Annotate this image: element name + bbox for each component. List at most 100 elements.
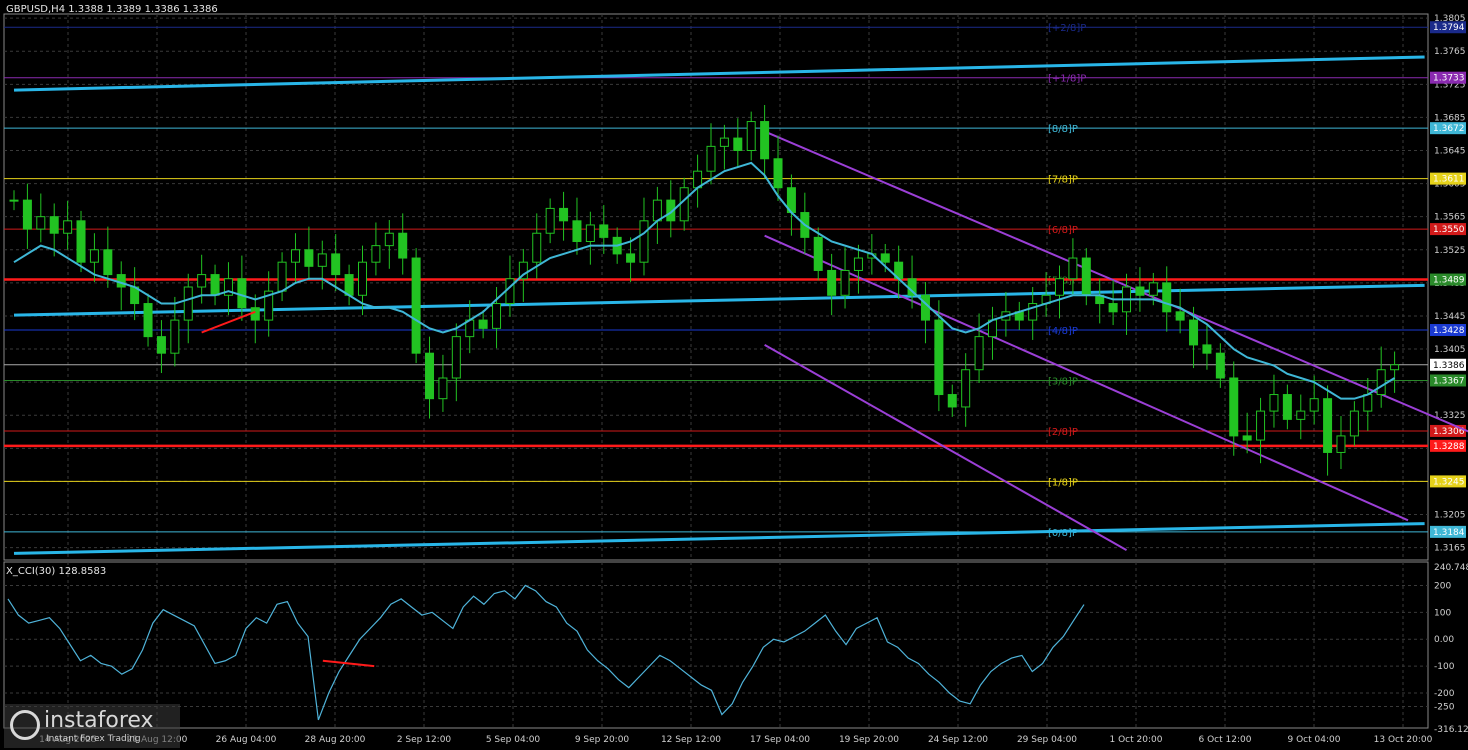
candle-body	[961, 369, 971, 408]
x-axis-tick-label: 28 Aug 20:00	[305, 735, 366, 745]
candle-body	[1309, 398, 1319, 412]
murrey-level-label: [2/8]P	[1048, 427, 1078, 438]
x-axis-tick-label: 24 Sep 12:00	[928, 735, 988, 745]
watermark: instaforex Instant Forex Trading	[4, 704, 180, 748]
murrey-price-tag-value: 1.3672	[1433, 124, 1465, 134]
candle-body	[947, 394, 957, 408]
murrey-price-tag	[1430, 223, 1466, 236]
candle-body	[652, 199, 662, 222]
candle-body	[505, 278, 515, 305]
candle-body	[304, 249, 314, 267]
murrey-price-tag-value: 1.3184	[1433, 528, 1465, 538]
candle-body	[518, 261, 528, 280]
candle-body	[116, 274, 126, 288]
candle-body	[451, 336, 461, 379]
price-axis-tick-label: 1.3405	[1434, 345, 1466, 355]
candle-body	[1282, 394, 1292, 420]
candle-body	[1256, 410, 1266, 441]
divergence-line	[201, 310, 256, 334]
candle-body	[183, 286, 193, 321]
candle-body	[277, 261, 287, 292]
red-level-price-value: 1.3288	[1433, 442, 1465, 452]
x-axis-tick-label: 1 Oct 20:00	[1110, 735, 1163, 745]
candle-body	[143, 303, 153, 338]
price-axis-tick-label: 1.3205	[1434, 511, 1466, 521]
cci-axis-tick-label: 100	[1434, 608, 1451, 618]
candle-body	[1148, 282, 1158, 296]
cci-divergence-line	[322, 659, 375, 668]
candle-body	[934, 319, 944, 396]
murrey-price-tag-value: 1.3733	[1433, 74, 1465, 84]
murrey-level-label: [4/8]P	[1048, 326, 1078, 337]
trend-line	[13, 283, 1425, 317]
murrey-price-tag	[1430, 21, 1466, 34]
current-price-value: 1.3386	[1433, 361, 1465, 371]
candle-body	[317, 253, 327, 267]
candle-body	[760, 121, 770, 160]
x-axis-tick-label: 19 Sep 20:00	[839, 735, 899, 745]
trend-line	[13, 55, 1425, 92]
murrey-level-label: [1/8]P	[1048, 477, 1078, 488]
murrey-level-label: [6/8]P	[1048, 225, 1078, 236]
candle-body	[1215, 352, 1225, 379]
candle-body	[331, 253, 341, 276]
candle-body	[492, 303, 502, 329]
candle-body	[371, 245, 381, 263]
x-axis-tick-label: 17 Sep 04:00	[750, 735, 810, 745]
murrey-price-tag-value: 1.3245	[1433, 477, 1465, 487]
candle-body	[1189, 319, 1199, 346]
candle-body	[1296, 410, 1306, 420]
regression-channel-line	[764, 234, 1409, 522]
murrey-price-tag	[1430, 71, 1466, 84]
cci-axis-tick-label: -200	[1434, 689, 1455, 699]
watermark-brand: instaforex	[44, 708, 154, 733]
price-axis-tick-label: 1.3565	[1434, 213, 1466, 223]
instaforex-logo-icon	[10, 710, 40, 740]
candle-body	[639, 220, 649, 263]
candle-body	[706, 145, 716, 172]
murrey-price-tag	[1430, 273, 1466, 286]
candle-body	[532, 232, 542, 263]
cci-axis-tick-label: 200	[1434, 581, 1451, 591]
murrey-price-tag-value: 1.3428	[1433, 326, 1465, 336]
cci-axis-tick-label: -100	[1434, 662, 1455, 672]
murrey-price-tag	[1430, 324, 1466, 337]
murrey-price-tag-value: 1.3794	[1433, 23, 1465, 33]
murrey-level-label: [+2/8]P	[1048, 23, 1086, 34]
murrey-price-tag	[1430, 122, 1466, 135]
candle-body	[1376, 369, 1386, 396]
x-axis-tick-label: 29 Sep 04:00	[1017, 735, 1077, 745]
candle-body	[425, 352, 435, 400]
candle-body	[1081, 257, 1091, 296]
candle-body	[746, 121, 756, 152]
candle-body	[89, 249, 99, 263]
candle-body	[666, 199, 676, 222]
x-axis-tick-label: 9 Sep 20:00	[575, 735, 630, 745]
candle-body	[1108, 303, 1118, 313]
candle-body	[559, 207, 569, 222]
murrey-price-tag	[1430, 475, 1466, 488]
current-price-tag	[1430, 358, 1466, 371]
murrey-price-tag-value: 1.3306	[1433, 427, 1465, 437]
watermark-tagline: Instant Forex Trading	[46, 734, 141, 744]
candle-body	[1242, 435, 1252, 441]
candle-body	[719, 137, 729, 147]
x-axis-tick-label: 6 Oct 12:00	[1199, 735, 1252, 745]
candle-body	[290, 249, 300, 263]
candle-body	[36, 216, 46, 230]
cci-axis-max-label: 240.7484	[1434, 563, 1468, 573]
price-axis-tick-label: 1.3525	[1434, 246, 1466, 256]
price-axis-tick-label: 1.3725	[1434, 80, 1466, 90]
cci-indicator-title: X_CCI(30) 128.8583	[6, 566, 107, 577]
x-axis-tick-label: 9 Oct 04:00	[1288, 735, 1341, 745]
candle-body	[344, 274, 354, 296]
candle-body	[1028, 303, 1038, 321]
murrey-price-tag-value: 1.3611	[1433, 175, 1465, 185]
candle-body	[223, 278, 233, 296]
x-axis-tick-label: 26 Aug 04:00	[216, 735, 277, 745]
murrey-price-tag-value: 1.3489	[1433, 276, 1465, 286]
murrey-level-label: [8/8]P	[1048, 124, 1078, 135]
main-panel-border	[3, 13, 1429, 561]
murrey-price-tag-value: 1.3367	[1433, 376, 1465, 386]
cci-panel-border	[3, 561, 1429, 729]
